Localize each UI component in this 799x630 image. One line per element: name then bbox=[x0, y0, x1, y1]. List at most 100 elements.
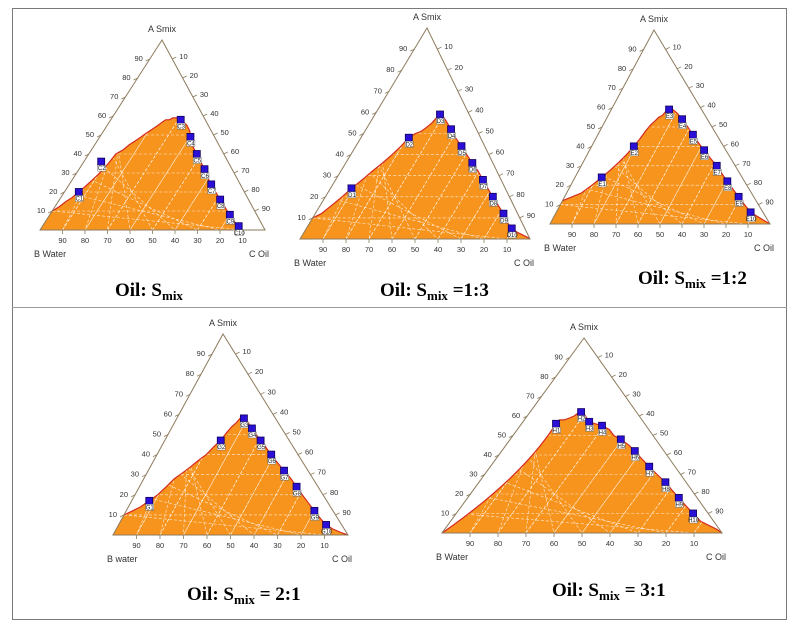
right-tick bbox=[310, 472, 315, 476]
bottom-tick-label: 80 bbox=[81, 236, 89, 245]
left-tick bbox=[452, 513, 457, 516]
bottom-tick-label: 80 bbox=[156, 541, 164, 550]
composition-point-marker bbox=[207, 180, 216, 189]
composition-point-label: H6 bbox=[631, 456, 639, 462]
right-tick-label: 90 bbox=[765, 198, 773, 207]
composition-point-tag bbox=[552, 427, 561, 434]
right-tick bbox=[488, 152, 493, 155]
composition-point-label: H2 bbox=[578, 417, 586, 423]
left-tick bbox=[48, 210, 53, 214]
composition-point-label: D3 bbox=[437, 119, 445, 125]
vertex-label-top: A Smix bbox=[570, 322, 599, 332]
bottom-tick-label: 10 bbox=[320, 541, 328, 550]
left-tick bbox=[629, 68, 634, 72]
left-tick bbox=[556, 204, 561, 207]
ternary-chart-2: 10 10 10 20 20 20 30 30 30 40 40 40 50 50 50 60 60 60 70 70… bbox=[294, 12, 535, 268]
grid-line bbox=[570, 184, 727, 224]
bottom-tick-label: 50 bbox=[578, 539, 586, 548]
grid-line bbox=[242, 210, 255, 230]
bottom-tick-label: 70 bbox=[103, 236, 111, 245]
vertex-label-top: A Smix bbox=[640, 14, 669, 24]
composition-point-tag bbox=[617, 442, 626, 450]
composition-point-marker bbox=[267, 450, 276, 459]
composition-point-label: E5 bbox=[690, 139, 698, 145]
grid-line bbox=[560, 204, 749, 224]
left-tick-label: 40 bbox=[73, 149, 81, 158]
composition-point-marker bbox=[734, 192, 743, 201]
left-tick bbox=[174, 414, 180, 417]
bottom-tick-label: 30 bbox=[634, 539, 642, 548]
left-tick bbox=[84, 153, 89, 157]
right-tick bbox=[235, 351, 240, 355]
right-tick-label: 80 bbox=[754, 178, 762, 187]
vertex-label-top: A Smix bbox=[148, 24, 177, 34]
left-tick bbox=[639, 49, 644, 52]
composition-point-label: H10 bbox=[688, 518, 700, 524]
composition-point-label: G3 bbox=[240, 423, 249, 429]
composition-point-label: E9 bbox=[735, 201, 743, 207]
right-tick-label: 80 bbox=[330, 488, 338, 497]
ternary-chart-5: 10 10 10 20 20 20 30 30 30 40 40 40 50 50 50 60 60 60 70 70… bbox=[436, 322, 726, 562]
composition-point-label: C3 bbox=[177, 124, 185, 130]
caption-1: Oil: Smix bbox=[115, 280, 183, 303]
ternary-panel-5: 10 10 10 20 20 20 30 30 30 40 40 40 50 50 50 60 60 60 70 70… bbox=[432, 318, 732, 617]
right-tick-label: 40 bbox=[280, 407, 288, 416]
composition-point-tag bbox=[176, 123, 186, 130]
vertex-label-top: A Smix bbox=[209, 318, 238, 328]
left-tick bbox=[60, 191, 65, 195]
left-tick-label: 50 bbox=[348, 129, 356, 138]
composition-point-marker bbox=[577, 408, 586, 416]
right-tick bbox=[322, 492, 328, 496]
composition-point-tag bbox=[322, 528, 331, 535]
composition-point-marker bbox=[468, 159, 477, 167]
microemulsion-region bbox=[113, 418, 348, 535]
bottom-tick-label: 70 bbox=[612, 230, 620, 239]
right-tick-label: 10 bbox=[243, 347, 251, 356]
grid-line bbox=[659, 126, 713, 224]
composition-point-tag bbox=[200, 172, 210, 179]
composition-point-marker bbox=[240, 414, 248, 423]
left-tick-label: 50 bbox=[153, 430, 161, 439]
composition-point-tag bbox=[645, 469, 654, 477]
composition-point-tag bbox=[405, 141, 414, 148]
right-tick bbox=[677, 66, 682, 70]
left-tick-label: 20 bbox=[49, 187, 57, 196]
vertex-label-left: B Water bbox=[34, 249, 66, 259]
composition-point-marker bbox=[436, 110, 444, 119]
right-tick-label: 70 bbox=[506, 169, 514, 178]
composition-point-tag bbox=[678, 122, 687, 129]
grid-line bbox=[593, 109, 678, 224]
left-tick-label: 90 bbox=[134, 54, 142, 63]
vertex-label-right: C Oil bbox=[514, 258, 534, 268]
composition-point-tag bbox=[479, 183, 488, 190]
right-tick bbox=[708, 511, 713, 514]
composition-point-tag bbox=[700, 153, 709, 160]
composition-point-marker bbox=[597, 173, 606, 182]
right-tick-label: 90 bbox=[343, 508, 351, 517]
composition-point-label: D2 bbox=[405, 142, 413, 148]
right-tick bbox=[244, 189, 249, 193]
composition-point-marker bbox=[97, 157, 106, 166]
composition-point-tag bbox=[193, 157, 202, 164]
right-tick-label: 60 bbox=[674, 448, 682, 457]
bottom-tick-label: 80 bbox=[494, 539, 502, 548]
right-tick-label: 30 bbox=[632, 390, 640, 399]
composition-point-label: H9 bbox=[675, 503, 683, 509]
composition-point-marker bbox=[629, 142, 638, 151]
left-tick-label: 90 bbox=[554, 353, 562, 362]
left-tick-label: 30 bbox=[566, 161, 574, 170]
left-tick bbox=[207, 353, 213, 357]
grid-line bbox=[64, 191, 221, 230]
right-tick bbox=[498, 173, 504, 177]
bottom-tick-label: 40 bbox=[606, 539, 614, 548]
right-tick-label: 10 bbox=[673, 42, 681, 51]
bottom-tick-label: 80 bbox=[342, 245, 350, 254]
composition-point-label: G1 bbox=[146, 505, 155, 511]
right-tick-label: 10 bbox=[179, 52, 187, 61]
bottom-tick-label: 20 bbox=[297, 541, 305, 550]
composition-point-tag bbox=[598, 429, 607, 436]
right-tick bbox=[611, 374, 616, 378]
composition-point-marker bbox=[479, 176, 487, 184]
right-tick-label: 10 bbox=[444, 42, 452, 51]
composition-point-tag bbox=[661, 485, 671, 493]
